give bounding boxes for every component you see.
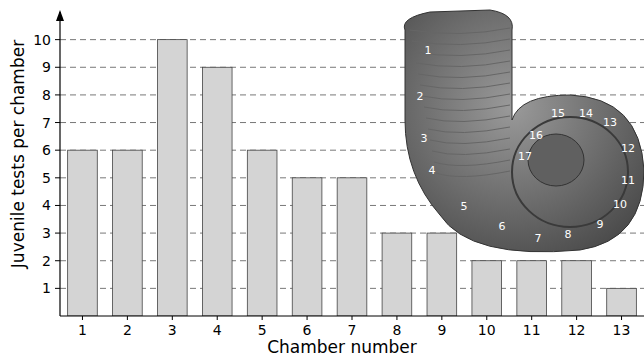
shell-ridge xyxy=(430,138,510,144)
x-axis-label: Chamber number xyxy=(267,337,417,357)
bar xyxy=(517,261,547,316)
shell-ridge xyxy=(436,171,510,177)
x-tick-label: 12 xyxy=(568,322,586,338)
y-tick xyxy=(55,288,60,289)
y-tick xyxy=(55,177,60,178)
bar xyxy=(157,40,187,316)
chamber-label: 3 xyxy=(421,132,428,145)
bar xyxy=(68,150,98,316)
bar xyxy=(607,288,637,316)
chart-root: 1234567891012345678910111213Chamber numb… xyxy=(0,0,644,359)
chamber-label: 16 xyxy=(529,129,543,142)
shell-image: 1234567891011121314151617 xyxy=(404,10,644,252)
chamber-label: 13 xyxy=(603,116,617,129)
y-tick-label: 6 xyxy=(42,142,51,158)
shell-ridge xyxy=(426,116,510,122)
y-tick-label: 4 xyxy=(42,197,51,213)
y-tick xyxy=(55,150,60,151)
chamber-label: 2 xyxy=(417,90,424,103)
bar xyxy=(337,178,367,316)
y-tick xyxy=(55,39,60,40)
x-tick-label: 10 xyxy=(478,322,496,338)
y-axis xyxy=(59,12,60,316)
chamber-label: 4 xyxy=(429,164,436,177)
y-tick xyxy=(55,205,60,206)
shell-ridge xyxy=(422,94,510,100)
y-tick xyxy=(55,233,60,234)
grid-line xyxy=(60,39,644,40)
chamber-label: 6 xyxy=(499,220,506,233)
shell-ridge xyxy=(432,149,510,155)
x-tick-label: 8 xyxy=(392,322,401,338)
y-tick-label: 2 xyxy=(42,253,51,269)
chamber-label: 9 xyxy=(597,218,604,231)
x-tick-label: 4 xyxy=(213,322,222,338)
y-axis-label: Juvenile tests per chamber xyxy=(8,40,28,269)
shell-ridge xyxy=(416,61,510,67)
shell-coil xyxy=(512,117,628,227)
chamber-label: 5 xyxy=(461,200,468,213)
x-tick-label: 3 xyxy=(168,322,177,338)
x-tick-label: 2 xyxy=(123,322,132,338)
y-axis-arrow xyxy=(56,10,64,21)
shell-body xyxy=(404,10,644,252)
y-tick xyxy=(55,122,60,123)
bars xyxy=(68,40,637,316)
x-tick-label: 7 xyxy=(348,322,357,338)
shell-ridge xyxy=(434,160,510,166)
chart: 1234567891012345678910111213Chamber numb… xyxy=(0,0,644,359)
x-tick-label: 5 xyxy=(258,322,267,338)
shell-ridge xyxy=(410,28,510,34)
y-tick xyxy=(55,67,60,68)
y-tick-label: 1 xyxy=(42,280,51,296)
y-tick-label: 8 xyxy=(42,87,51,103)
bar xyxy=(247,150,277,316)
bar xyxy=(292,178,322,316)
chamber-label: 14 xyxy=(579,107,593,120)
shell-ridge xyxy=(428,127,510,133)
x-tick-label: 13 xyxy=(613,322,631,338)
bar xyxy=(382,233,412,316)
y-tick xyxy=(55,260,60,261)
bar xyxy=(202,67,232,316)
bar xyxy=(113,150,143,316)
chamber-label: 17 xyxy=(518,150,532,163)
x-tick-label: 1 xyxy=(78,322,87,338)
chamber-label: 11 xyxy=(621,174,635,187)
shell-ridge xyxy=(420,83,510,89)
y-tick-label: 7 xyxy=(42,115,51,131)
chamber-label: 12 xyxy=(621,142,635,155)
bar xyxy=(472,261,502,316)
chamber-label: 8 xyxy=(565,228,572,241)
shell-ridge xyxy=(424,105,510,111)
grid-line xyxy=(60,67,644,68)
x-tick-label: 9 xyxy=(437,322,446,338)
x-tick-label: 11 xyxy=(523,322,541,338)
y-tick-label: 5 xyxy=(42,170,51,186)
chamber-label: 7 xyxy=(535,232,542,245)
y-tick-label: 3 xyxy=(42,225,51,241)
y-tick-label: 9 xyxy=(42,59,51,75)
x-tick-label: 6 xyxy=(303,322,312,338)
y-tick xyxy=(55,94,60,95)
chamber-label: 15 xyxy=(551,107,565,120)
y-tick-label: 10 xyxy=(33,32,51,48)
chamber-label: 10 xyxy=(613,198,627,211)
bar xyxy=(562,261,592,316)
bar xyxy=(427,233,457,316)
shell-ridge xyxy=(418,72,510,78)
x-axis xyxy=(60,315,644,316)
chamber-label: 1 xyxy=(425,44,432,57)
